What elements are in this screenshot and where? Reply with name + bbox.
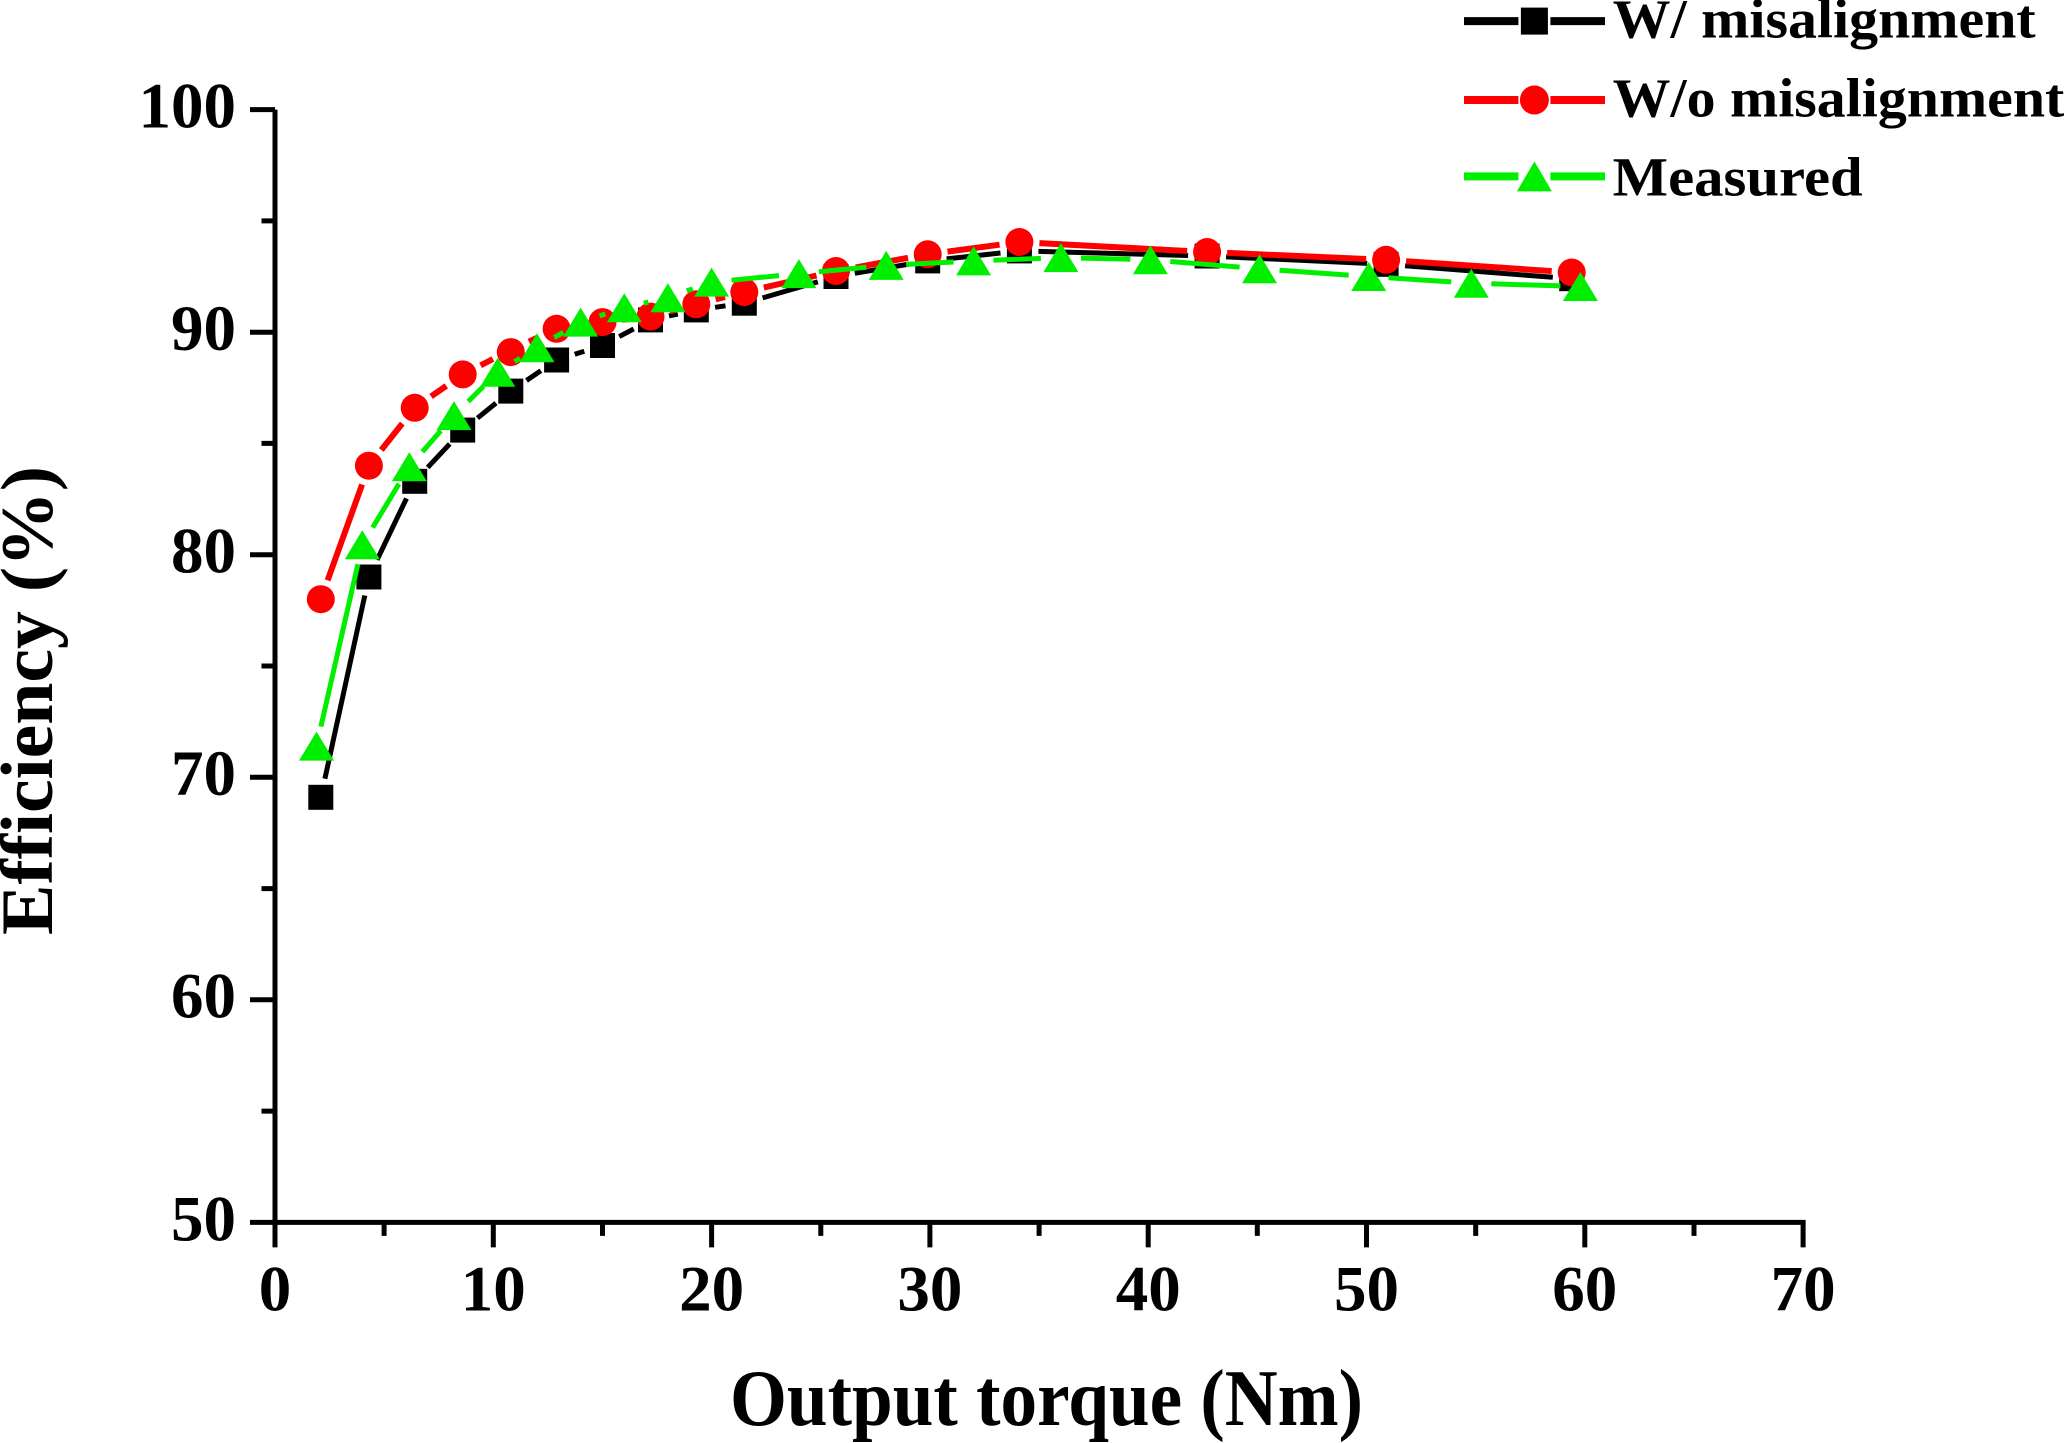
svg-text:90: 90	[171, 293, 236, 365]
svg-text:60: 60	[171, 961, 236, 1033]
svg-text:Output torque (Nm): Output torque (Nm)	[730, 1354, 1363, 1443]
svg-text:70: 70	[1771, 1254, 1836, 1326]
svg-text:20: 20	[679, 1254, 744, 1326]
svg-text:30: 30	[897, 1254, 962, 1326]
svg-text:70: 70	[171, 738, 236, 810]
svg-text:40: 40	[1116, 1254, 1181, 1326]
svg-text:80: 80	[171, 516, 236, 588]
svg-text:Measured: Measured	[1613, 147, 1863, 208]
svg-text:50: 50	[1334, 1254, 1399, 1326]
svg-text:60: 60	[1552, 1254, 1617, 1326]
svg-text:0: 0	[259, 1254, 292, 1326]
svg-text:50: 50	[171, 1183, 236, 1255]
svg-text:10: 10	[461, 1254, 526, 1326]
svg-text:W/o misalignment: W/o misalignment	[1613, 68, 2065, 129]
svg-text:Efficiency (%): Efficiency (%)	[0, 466, 69, 935]
svg-text:W/ misalignment: W/ misalignment	[1613, 0, 2037, 50]
svg-text:100: 100	[139, 71, 237, 143]
